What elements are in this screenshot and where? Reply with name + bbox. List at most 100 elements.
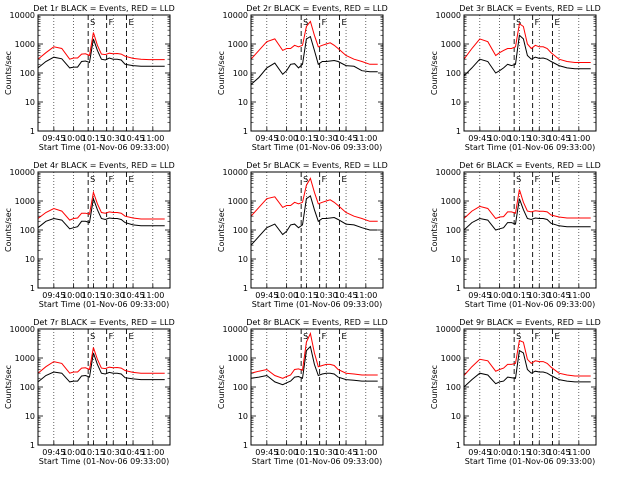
marker-label-f: F [535, 18, 540, 27]
marker-label-f: F [322, 18, 327, 27]
plot-frame [250, 328, 384, 446]
marker-label-e: E [128, 18, 133, 27]
y-tick-label: 1 [243, 127, 248, 136]
marker-label-e: E [554, 18, 559, 27]
y-tick-label: 10000 [436, 325, 461, 334]
x-tick-label: 10:15 [82, 291, 105, 300]
x-tick-label: 10:15 [295, 134, 318, 143]
y-tick-label: 10000 [223, 168, 248, 177]
marker-label-s: S [516, 332, 521, 341]
chart-title: Det 2r BLACK = Events, RED = LLD [246, 4, 388, 13]
y-tick-label: 10 [451, 255, 461, 264]
marker-label-f: F [322, 332, 327, 341]
y-tick-label: 1 [30, 284, 35, 293]
x-tick-label: 10:15 [295, 291, 318, 300]
x-tick-label: 09:45 [468, 134, 491, 143]
x-tick-label: 10:45 [122, 448, 145, 457]
x-axis-label: Start Time (01-Nov-06 09:33:00) [39, 300, 169, 309]
x-tick-label: 10:15 [295, 448, 318, 457]
y-axis-label: Counts/sec [217, 208, 226, 252]
x-tick-label: 10:00 [488, 134, 511, 143]
y-tick-label: 1 [243, 441, 248, 450]
marker-label-e: E [128, 332, 133, 341]
marker-label-s: S [90, 332, 95, 341]
y-tick-label: 10 [451, 412, 461, 421]
series-line-lld [250, 331, 378, 379]
y-tick-label: 100 [233, 383, 248, 392]
x-tick-label: 11:00 [354, 291, 377, 300]
marker-label-e: E [341, 18, 346, 27]
x-tick-label: 10:15 [508, 448, 531, 457]
chart-panel-9: Det 9r BLACK = Events, RED = LLD S F E 1 10 10… [430, 318, 601, 466]
x-tick-label: 10:00 [275, 291, 298, 300]
x-tick-label: 10:45 [548, 448, 571, 457]
series-line-lld [250, 20, 378, 65]
y-tick-label: 10000 [223, 11, 248, 20]
y-tick-label: 1000 [228, 40, 248, 49]
x-tick-label: 10:00 [488, 291, 511, 300]
marker-label-f: F [535, 175, 540, 184]
y-tick-label: 100 [20, 226, 35, 235]
marker-label-f: F [535, 332, 540, 341]
x-axis-label: Start Time (01-Nov-06 09:33:00) [465, 300, 595, 309]
series-line-events [463, 349, 591, 388]
plot-frame [37, 14, 171, 132]
x-tick-label: 09:45 [255, 448, 278, 457]
chart-title: Det 4r BLACK = Events, RED = LLD [33, 161, 175, 170]
x-tick-label: 10:30 [315, 134, 338, 143]
chart-title: Det 9r BLACK = Events, RED = LLD [459, 318, 601, 327]
series-line-lld [37, 190, 165, 221]
chart-title: Det 6r BLACK = Events, RED = LLD [459, 161, 601, 170]
x-tick-label: 09:45 [255, 291, 278, 300]
chart-panel-7: Det 7r BLACK = Events, RED = LLD S F E 1 10 10… [4, 318, 175, 466]
chart-panel-5: Det 5r BLACK = Events, RED = LLD S F E 1 10 10… [217, 161, 388, 309]
chart-title: Det 5r BLACK = Events, RED = LLD [246, 161, 388, 170]
x-tick-label: 11:00 [354, 134, 377, 143]
y-tick-label: 10000 [223, 325, 248, 334]
marker-label-f: F [322, 175, 327, 184]
y-tick-label: 10000 [10, 168, 35, 177]
series-line-events [250, 195, 378, 246]
x-tick-label: 10:00 [62, 134, 85, 143]
y-tick-label: 1000 [228, 197, 248, 206]
series-line-lld [463, 22, 591, 63]
y-tick-label: 1000 [441, 40, 461, 49]
y-tick-label: 1000 [15, 197, 35, 206]
y-axis-label: Counts/sec [217, 51, 226, 95]
plot-frame [250, 14, 384, 132]
marker-label-e: E [341, 332, 346, 341]
marker-label-s: S [90, 18, 95, 27]
marker-label-f: F [109, 332, 114, 341]
y-tick-label: 10 [25, 412, 35, 421]
x-tick-label: 10:45 [335, 134, 358, 143]
x-tick-label: 11:00 [141, 448, 164, 457]
x-tick-label: 11:00 [567, 448, 590, 457]
y-tick-label: 10 [25, 98, 35, 107]
x-tick-label: 10:00 [275, 448, 298, 457]
x-axis-label: Start Time (01-Nov-06 09:33:00) [252, 143, 382, 152]
chart-title: Det 3r BLACK = Events, RED = LLD [459, 4, 601, 13]
x-tick-label: 10:15 [508, 291, 531, 300]
y-tick-label: 10000 [436, 168, 461, 177]
series-line-events [37, 196, 165, 230]
x-tick-label: 10:30 [528, 134, 551, 143]
y-axis-label: Counts/sec [4, 208, 13, 252]
y-tick-label: 100 [446, 69, 461, 78]
y-tick-label: 1000 [15, 354, 35, 363]
plot-frame [250, 171, 384, 289]
y-tick-label: 1 [243, 284, 248, 293]
x-tick-label: 10:15 [82, 134, 105, 143]
marker-label-s: S [90, 175, 95, 184]
y-tick-label: 100 [20, 383, 35, 392]
x-tick-label: 10:45 [335, 291, 358, 300]
y-tick-label: 1000 [228, 354, 248, 363]
x-axis-label: Start Time (01-Nov-06 09:33:00) [252, 300, 382, 309]
y-tick-label: 10000 [436, 11, 461, 20]
y-axis-label: Counts/sec [4, 51, 13, 95]
marker-label-s: S [303, 175, 308, 184]
x-tick-label: 11:00 [141, 291, 164, 300]
x-tick-label: 10:15 [508, 134, 531, 143]
chart-title: Det 7r BLACK = Events, RED = LLD [33, 318, 175, 327]
y-tick-label: 1 [456, 441, 461, 450]
marker-label-s: S [516, 175, 521, 184]
